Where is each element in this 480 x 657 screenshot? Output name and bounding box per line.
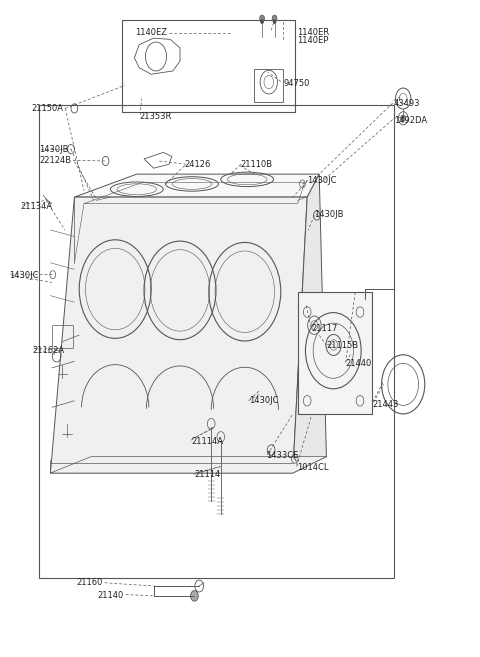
Text: 21114A: 21114A [191, 437, 223, 446]
Text: 21110B: 21110B [240, 160, 272, 170]
Circle shape [261, 20, 264, 24]
Circle shape [272, 15, 277, 22]
Polygon shape [50, 197, 307, 473]
Polygon shape [74, 174, 319, 197]
Text: 1430JB: 1430JB [39, 145, 69, 154]
Text: 21162A: 21162A [33, 346, 65, 355]
Circle shape [260, 15, 264, 22]
Text: 1492DA: 1492DA [394, 116, 427, 125]
Text: 21443: 21443 [372, 399, 399, 409]
Text: 21140: 21140 [97, 591, 124, 600]
Text: 1014CL: 1014CL [297, 463, 328, 472]
Bar [52, 325, 73, 348]
Text: 1140ER: 1140ER [297, 28, 329, 37]
Polygon shape [293, 174, 326, 473]
Polygon shape [50, 457, 326, 473]
Text: 94750: 94750 [283, 79, 310, 88]
Text: 21117: 21117 [311, 324, 337, 333]
Circle shape [191, 591, 198, 601]
Bar [122, 20, 295, 112]
Text: 1430JC: 1430JC [9, 271, 38, 280]
Text: 21160: 21160 [77, 578, 103, 587]
Text: 1430JB: 1430JB [314, 210, 344, 219]
Text: 21115B: 21115B [326, 341, 359, 350]
Text: 1430JC: 1430JC [249, 396, 278, 405]
Text: 1140EZ: 1140EZ [135, 28, 167, 37]
Text: 21353R: 21353R [139, 112, 171, 122]
Text: 1140EP: 1140EP [297, 36, 328, 45]
Circle shape [273, 20, 276, 24]
Text: 24126: 24126 [185, 160, 211, 170]
Text: 21134A: 21134A [20, 202, 52, 212]
Text: 21150A: 21150A [32, 104, 64, 113]
Text: 21440: 21440 [346, 359, 372, 368]
Text: 22124B: 22124B [40, 156, 72, 165]
Text: 21114: 21114 [194, 470, 221, 479]
Circle shape [401, 115, 406, 122]
Bar [254, 69, 283, 102]
Text: 43493: 43493 [394, 99, 420, 108]
Bar [298, 292, 372, 414]
Text: 1430JC: 1430JC [307, 175, 336, 185]
Bar [39, 105, 394, 578]
Text: 1433CE: 1433CE [266, 451, 299, 461]
